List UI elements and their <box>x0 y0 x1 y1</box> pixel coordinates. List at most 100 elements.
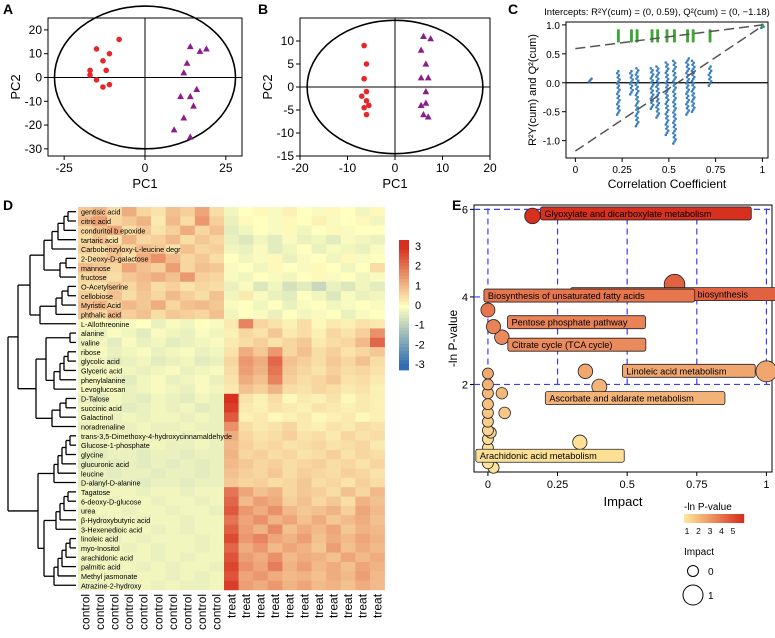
q2-point <box>664 61 668 64</box>
heatmap-cell <box>194 207 210 217</box>
heatmap-cell <box>282 403 298 413</box>
heatmap-cell <box>92 263 108 273</box>
heatmap-cell <box>340 515 356 525</box>
row-label: O-Acetylserine <box>81 282 128 291</box>
row-label: Glyceric acid <box>81 367 122 376</box>
pathway-label: Linoleic acid metabolism <box>626 366 726 376</box>
q2-point <box>617 90 620 94</box>
heatmap-cell <box>326 244 342 254</box>
heatmap-cell <box>282 533 298 544</box>
heatmap-cell <box>92 552 108 563</box>
heatmap-cell <box>267 477 283 488</box>
heatmap-cell <box>340 365 356 376</box>
heatmap-cell <box>311 253 327 264</box>
row-label: arachidonic acid <box>81 553 133 562</box>
q2-point <box>672 136 676 139</box>
heatmap-cell <box>151 524 166 535</box>
heatmap-cell <box>355 216 371 226</box>
heatmap-cell <box>253 487 269 497</box>
heatmap-cell <box>224 328 239 339</box>
color-legend-step <box>688 514 691 523</box>
heatmap-cell <box>165 561 181 572</box>
heatmap-cell <box>121 468 137 479</box>
heatmap-cell <box>107 309 123 320</box>
q2-point <box>617 84 621 87</box>
heatmap-cell <box>165 449 181 460</box>
heatmap-cell <box>253 337 269 348</box>
heatmap-cell <box>92 505 108 516</box>
q2-point <box>693 65 696 69</box>
heatmap-cell <box>121 393 137 404</box>
pathway-bubble <box>485 319 501 335</box>
heatmap-cell <box>340 459 356 469</box>
heatmap-cell <box>165 477 181 488</box>
heatmap-cell <box>224 309 239 320</box>
heatmap-cell <box>282 524 298 535</box>
q2-point <box>707 84 711 87</box>
heatmap-cell <box>370 403 385 413</box>
heatmap-cell <box>238 571 254 581</box>
heatmap-cell <box>355 487 371 497</box>
heatmap-cell <box>151 263 166 273</box>
heatmap-cell <box>92 253 108 264</box>
color-legend-step <box>710 514 713 523</box>
heatmap-cell <box>136 440 152 451</box>
heatmap-cell <box>297 291 312 301</box>
heatmap-cell <box>151 384 166 395</box>
heatmap-cell <box>370 300 385 311</box>
q2-point <box>615 113 619 116</box>
pathway-label: Biosynthesis of unsaturated fatty acids <box>488 291 645 301</box>
heatmap-cell <box>209 421 225 432</box>
heatmap-cell <box>151 393 166 404</box>
heatmap-cell <box>311 272 327 283</box>
row-label: 2-Deoxy-D-galactose <box>81 254 149 263</box>
heatmap-cell <box>180 440 196 451</box>
heatmap-cell <box>370 263 385 273</box>
treat-point <box>427 35 435 42</box>
heatmap-cell <box>326 496 342 507</box>
color-legend-step <box>704 514 707 523</box>
heatmap-cell <box>78 515 93 525</box>
column-label: control <box>210 594 224 630</box>
heatmap-cell <box>121 412 137 423</box>
heatmap-cell <box>107 225 123 236</box>
heatmap-cell <box>238 309 254 320</box>
heatmap-cell <box>136 263 152 273</box>
heatmap-cell <box>340 356 356 367</box>
heatmap-cell <box>107 431 123 441</box>
row-label: citric acid <box>81 217 111 226</box>
heatmap-cell <box>151 580 166 591</box>
x-tick-label: 0.25 <box>612 165 632 176</box>
q2-point <box>671 100 675 104</box>
q2-point <box>693 85 696 89</box>
heatmap-cell <box>370 561 385 572</box>
legend-gradient-step <box>399 344 409 348</box>
heatmap-cell <box>326 347 342 357</box>
heatmap-cell <box>180 272 196 283</box>
q2-point <box>650 101 653 105</box>
heatmap-cell <box>267 319 283 329</box>
heatmap-cell <box>311 263 327 273</box>
heatmap-cell <box>121 347 137 357</box>
heatmap-cell <box>78 552 93 563</box>
heatmap-cell <box>267 384 283 395</box>
heatmap-cell <box>253 365 269 376</box>
heatmap-cell <box>180 543 196 553</box>
heatmap-cell <box>340 468 356 479</box>
q2-point <box>634 114 638 118</box>
heatmap-cell <box>180 253 196 264</box>
heatmap-cell <box>297 496 312 507</box>
legend-gradient-step <box>399 262 409 267</box>
heatmap-cell <box>180 449 196 460</box>
heatmap-cell <box>267 580 283 591</box>
q2-point <box>631 88 634 92</box>
heatmap-cell <box>267 337 283 348</box>
heatmap-cell <box>136 412 152 423</box>
heatmap-cell <box>78 403 93 413</box>
heatmap-cell <box>253 571 269 581</box>
x-tick-label: 0 <box>573 165 579 176</box>
heatmap-cell <box>209 281 225 292</box>
heatmap-cell <box>209 291 225 301</box>
heatmap-cell <box>340 440 356 451</box>
heatmap-cell <box>107 440 123 451</box>
